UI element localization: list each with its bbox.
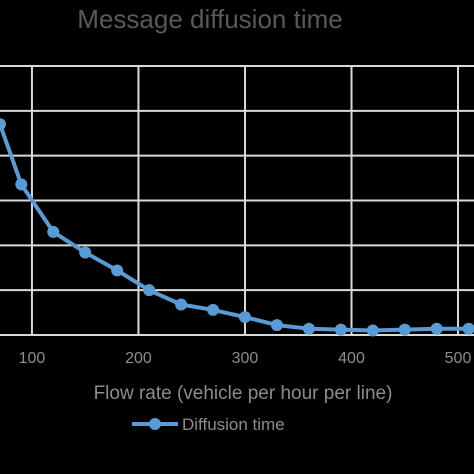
data-point: [47, 225, 60, 238]
data-point: [111, 264, 124, 277]
x-tick-labels: 100 200 300 400 500: [19, 350, 472, 367]
data-point: [430, 322, 443, 335]
plot-grid: [0, 65, 474, 336]
series-line: [0, 123, 469, 333]
data-point: [143, 284, 156, 297]
data-point: [175, 298, 188, 311]
data-point: [398, 323, 411, 336]
x-axis-label: Flow rate (vehicle per hour per line): [94, 383, 393, 404]
legend-marker: [149, 418, 161, 430]
legend-label: Diffusion time: [182, 415, 285, 434]
data-point: [79, 246, 92, 259]
data-point: [462, 322, 474, 335]
x-tick-label: 500: [445, 350, 472, 367]
data-point: [15, 178, 28, 191]
x-tick-label: 300: [232, 350, 259, 367]
data-point: [334, 323, 347, 336]
data-point: [238, 311, 251, 324]
chart-title: Message diffusion time: [77, 4, 342, 34]
legend: Diffusion time: [132, 415, 285, 434]
data-point: [302, 322, 315, 335]
x-tick-label: 400: [338, 350, 365, 367]
data-point: [366, 324, 379, 337]
x-tick-label: 200: [125, 350, 152, 367]
data-point: [207, 303, 220, 316]
x-tick-label: 100: [19, 350, 46, 367]
series-layer: [0, 118, 474, 337]
data-point: [0, 118, 6, 131]
data-point: [270, 319, 283, 332]
